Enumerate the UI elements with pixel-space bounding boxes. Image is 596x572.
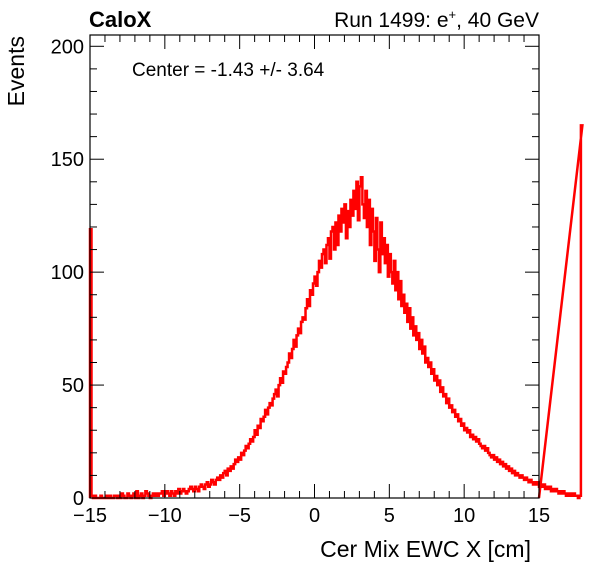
x-tick-label: −5 bbox=[228, 505, 251, 527]
experiment-label: CaloX bbox=[89, 7, 152, 32]
run-info-suffix: , 40 GeV bbox=[456, 9, 539, 32]
x-tick-label: 5 bbox=[384, 505, 395, 527]
run-info-superscript: + bbox=[449, 7, 457, 22]
y-tick-label: 150 bbox=[51, 149, 84, 171]
x-tick-label: 0 bbox=[309, 505, 320, 527]
x-tick-label: 10 bbox=[453, 505, 475, 527]
center-annotation: Center = -1.43 +/- 3.64 bbox=[132, 60, 325, 81]
y-axis-label: Events bbox=[3, 36, 29, 106]
y-tick-label: 200 bbox=[51, 36, 84, 58]
histogram-line bbox=[88, 124, 584, 500]
plot-frame bbox=[89, 34, 540, 499]
y-tick-label: 50 bbox=[62, 375, 84, 397]
run-info-label: Run 1499: e+, 40 GeV bbox=[334, 7, 539, 32]
y-tick-label: 100 bbox=[51, 262, 84, 284]
x-tick-label: −15 bbox=[73, 505, 107, 527]
annotation-background bbox=[118, 52, 358, 86]
x-tick-label: −10 bbox=[148, 505, 182, 527]
x-tick-label: 15 bbox=[528, 505, 550, 527]
run-info-prefix: Run 1499: e bbox=[334, 9, 448, 32]
x-axis-label: Cer Mix EWC X [cm] bbox=[320, 536, 531, 562]
y-tick-label: 0 bbox=[73, 488, 84, 510]
